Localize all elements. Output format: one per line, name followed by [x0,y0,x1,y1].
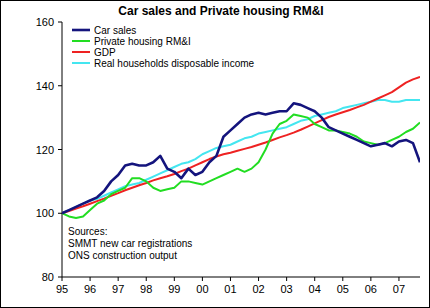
legend-swatch [72,62,90,64]
x-tick-label: 06 [365,283,377,295]
y-tick-label: 120 [36,144,54,156]
x-tick [258,277,259,281]
y-tick [58,277,62,278]
x-tick-label: 03 [281,283,293,295]
annotation: SMMT new car registrations [68,238,192,249]
x-tick-label: 01 [224,283,236,295]
x-tick [174,277,175,281]
y-tick-label: 100 [36,207,54,219]
chart-border [1,1,430,308]
title: Car sales and Private housing RM&I [118,4,323,18]
x-tick [286,277,287,281]
x-tick-label: 96 [84,283,96,295]
chart: Car sales and Private housing RM&I 80 100 1… [0,0,430,308]
y-tick-label: 160 [36,16,54,28]
x-tick-label: 02 [252,283,264,295]
x-tick-label: 99 [168,283,180,295]
legend-label: GDP [94,47,116,58]
series-line [62,100,420,213]
legend-label: Private housing RM&I [94,36,191,47]
y-tick [58,149,62,150]
legend-label: Real households disposable income [94,58,255,69]
series-line [62,114,420,218]
y-tick-label: 80 [42,271,54,283]
y-tick [58,213,62,214]
x-tick [118,277,119,281]
x-tick-label: 95 [56,283,68,295]
x-tick [146,277,147,281]
x-tick [314,277,315,281]
x-tick [230,277,231,281]
legend-swatch [72,29,90,32]
x-tick [342,277,343,281]
x-tick [398,277,399,281]
annotation: Sources: [68,226,107,237]
x-tick-label: 97 [112,283,124,295]
legend-swatch [72,51,90,53]
legend-label: Car sales [94,25,136,36]
x-tick [370,277,371,281]
y-tick-label: 140 [36,80,54,92]
x-tick-label: 07 [393,283,405,295]
x-tick-label: 04 [309,283,321,295]
x-tick-label: 00 [196,283,208,295]
plot-area [62,77,420,218]
series-line [62,103,420,213]
x-tick-label: 98 [140,283,152,295]
x-axis [62,277,420,278]
x-tick [90,277,91,281]
x-tick [202,277,203,281]
y-tick [58,22,62,23]
y-tick [58,85,62,86]
annotation: ONS construction output [68,250,177,261]
x-tick-label: 05 [337,283,349,295]
legend: Car salesPrivate housing RM&IGDPReal hou… [72,25,255,69]
x-tick [62,277,63,281]
legend-swatch [72,40,90,42]
